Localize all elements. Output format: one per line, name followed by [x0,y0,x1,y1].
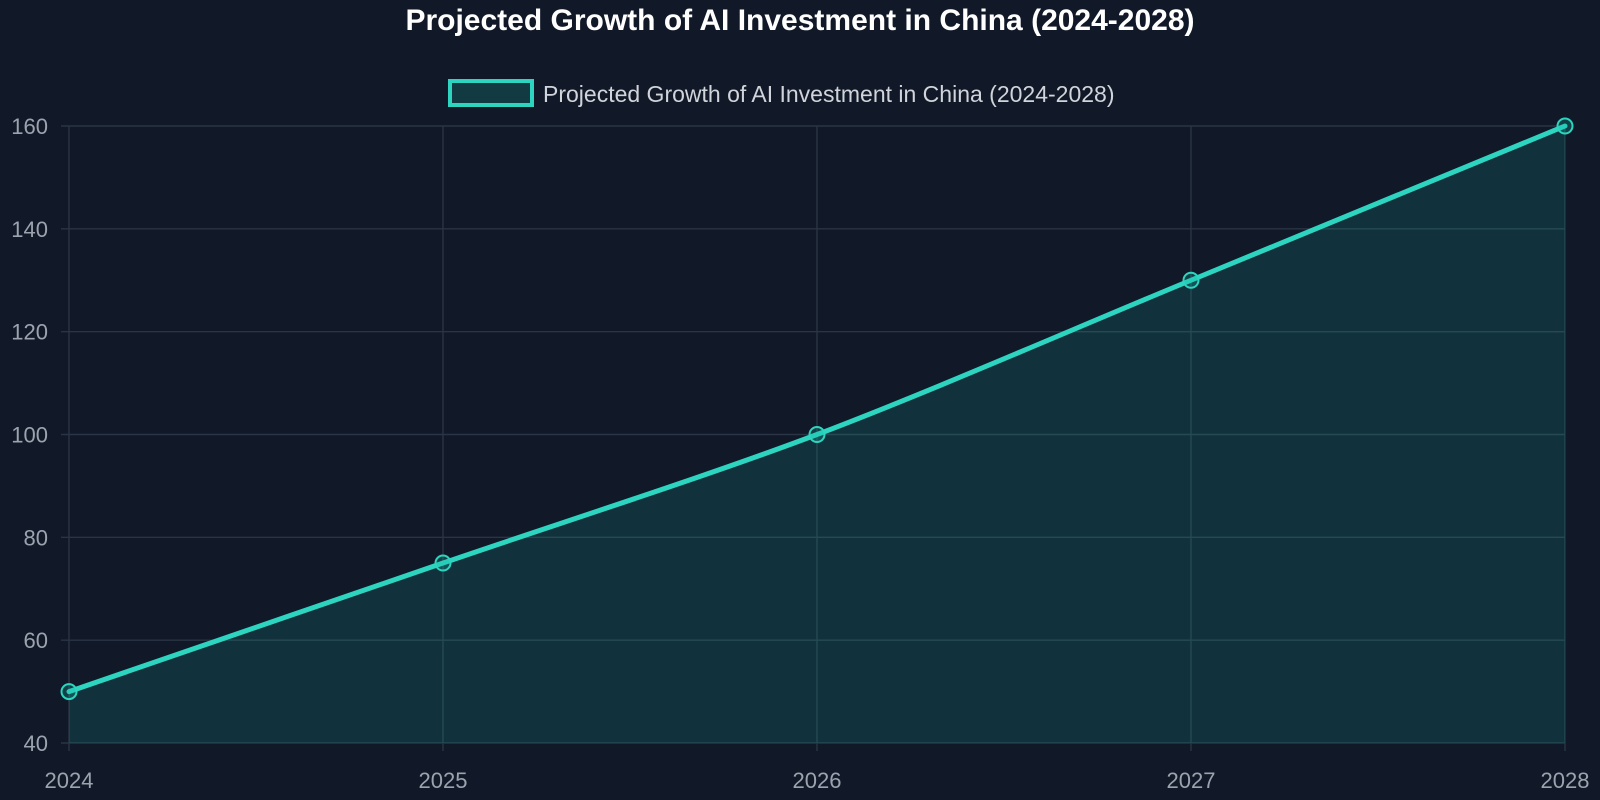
series-line-layer [66,123,1568,695]
x-tick-label: 2027 [1167,768,1216,793]
data-point[interactable] [1556,117,1574,135]
y-tick-label: 80 [24,525,48,550]
y-tick-label: 120 [11,320,48,345]
y-tick-label: 40 [24,731,48,756]
x-tick-label: 2025 [419,768,468,793]
y-tick-label: 140 [11,217,48,242]
chart-title: Projected Growth of AI Investment in Chi… [405,4,1194,37]
series-line [66,123,1568,695]
data-point[interactable] [1182,271,1200,289]
data-point[interactable] [60,683,78,701]
data-point[interactable] [808,426,826,443]
y-tick-label: 100 [11,423,48,448]
legend[interactable]: Projected Growth of AI Investment in Chi… [448,79,1114,107]
y-tick-label: 60 [24,628,48,653]
legend-swatch [448,79,534,107]
x-tick-label: 2028 [1541,768,1590,793]
axis-labels: 40 60 80 100 120 140 160 2024 2025 2026 2027 2028 [11,114,1589,793]
series-points [60,117,1574,701]
y-tick-label: 160 [11,114,48,139]
data-point[interactable] [434,554,452,572]
x-tick-label: 2024 [45,768,94,793]
legend-label: Projected Growth of AI Investment in Chi… [543,81,1114,107]
grid [61,125,1566,751]
x-tick-label: 2026 [793,768,842,793]
